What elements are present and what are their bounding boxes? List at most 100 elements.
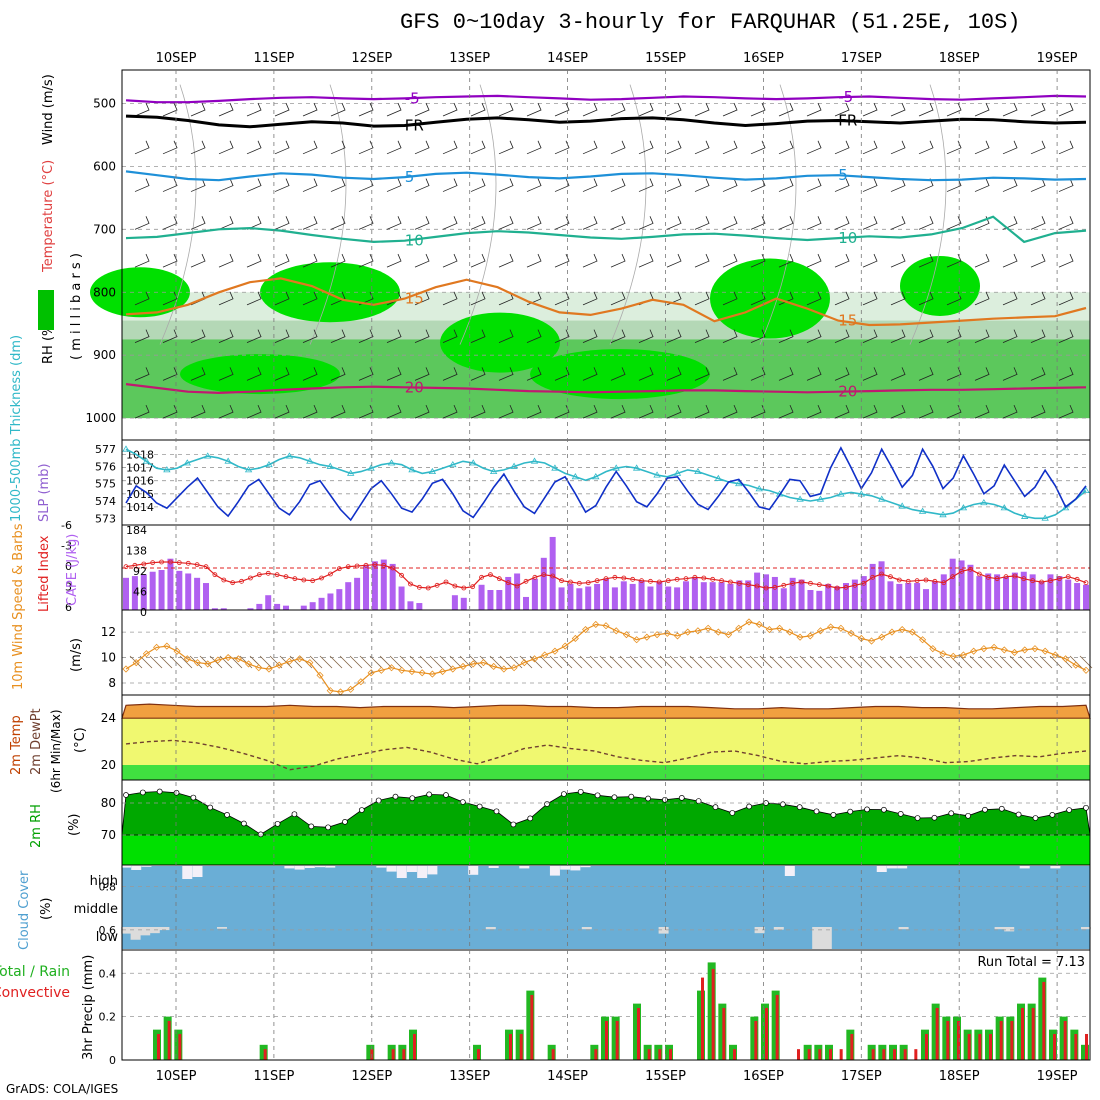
x-tick-label-top: 14SEP — [547, 51, 588, 66]
precip-convective-bar — [551, 1049, 555, 1060]
cape-bar — [1011, 572, 1018, 610]
thickness-marker — [673, 469, 682, 476]
cape-bar — [345, 582, 352, 610]
thickness-marker — [918, 507, 927, 514]
thickness-marker — [959, 504, 968, 511]
wind-barb — [302, 404, 318, 419]
thickness-marker — [408, 466, 416, 473]
wind-barb — [358, 216, 374, 230]
li-marker — [772, 584, 778, 590]
li-marker — [168, 559, 173, 565]
precip-convective-bar — [1021, 1007, 1024, 1060]
surface-wind-barb — [649, 655, 663, 669]
cape-bar — [763, 574, 769, 610]
wind-barb — [442, 329, 458, 343]
wind-barb — [778, 216, 794, 230]
wind-barb — [638, 216, 654, 230]
x-tick-label-bottom: 19SEP — [1037, 1069, 1078, 1084]
wind-barb — [582, 178, 598, 192]
wind-barb — [974, 329, 990, 343]
wind-speed-marker — [1082, 666, 1090, 674]
thickness-marker — [694, 467, 702, 475]
wind-speed-marker — [970, 647, 978, 655]
surface-wind-barb — [609, 655, 623, 669]
li-marker — [1039, 579, 1044, 585]
li-marker — [301, 577, 307, 583]
li-marker — [763, 585, 769, 591]
li-marker — [941, 580, 947, 586]
x-tick-label-top: 16SEP — [743, 51, 784, 66]
cape-bar — [691, 576, 698, 610]
wind-speed-marker — [592, 620, 600, 629]
temp-unit: (°C) — [73, 727, 88, 753]
wind-speed-marker — [571, 634, 579, 643]
li-marker — [399, 572, 404, 578]
cape-bar — [1029, 574, 1036, 610]
wind-barb — [918, 216, 934, 230]
cape-bar — [407, 601, 414, 610]
temp-tick: 20 — [101, 758, 116, 772]
thickness-marker — [265, 460, 273, 468]
wind-barb — [330, 329, 346, 343]
wind-barb — [1002, 329, 1018, 343]
cloud-low-bar — [581, 927, 592, 930]
rh-marker — [325, 824, 331, 831]
rh-marker — [392, 793, 399, 800]
rh-marker — [1083, 804, 1089, 811]
wind-barb — [1058, 329, 1074, 343]
wind-speed-marker — [633, 636, 641, 644]
li-marker — [701, 575, 707, 581]
wind-barb — [274, 367, 290, 381]
wind-barb — [890, 329, 906, 343]
wind-barb — [442, 404, 458, 419]
cloud-low-bar — [898, 927, 909, 930]
wind-barb — [750, 178, 766, 192]
wind-speed-marker — [214, 656, 222, 664]
wind-barb — [610, 102, 626, 117]
thickness-marker — [142, 457, 151, 464]
li-marker — [434, 582, 440, 588]
rh-marker — [611, 794, 618, 801]
precip-convective-bar — [658, 1049, 662, 1060]
wind-barb — [890, 102, 906, 117]
wind-barb — [946, 178, 962, 192]
wind-barb — [918, 140, 934, 155]
cape-bar — [478, 584, 485, 610]
surface-wind-barb — [589, 655, 603, 669]
li-marker — [443, 579, 449, 585]
wind-barb — [610, 367, 626, 381]
surface-wind-barb — [259, 655, 273, 669]
li-marker — [585, 580, 591, 586]
rh-marker — [476, 803, 483, 810]
cloud-high-bar — [427, 866, 438, 875]
li-marker — [879, 571, 884, 577]
cloud-high-bar — [182, 866, 193, 879]
li-marker — [816, 582, 822, 588]
wind-barb — [246, 329, 262, 343]
rh-marker — [139, 789, 146, 796]
cloud-low-bar — [485, 927, 496, 930]
wind-barb — [330, 253, 346, 268]
wind-barb — [302, 291, 318, 306]
thickness-marker — [510, 462, 518, 469]
wind-barb — [974, 253, 990, 268]
wind-barb — [470, 291, 486, 306]
cape-bar — [523, 596, 529, 610]
wind-barb — [806, 216, 822, 230]
wind-barb — [862, 404, 878, 419]
wind-barb — [554, 178, 570, 192]
li-marker — [719, 578, 724, 584]
surface-wind-barb — [709, 655, 723, 669]
wind-speed-marker — [500, 665, 508, 673]
isotherm-label: FR — [405, 116, 424, 134]
cloud-label: Cloud Cover — [17, 870, 32, 950]
precip-convective-bar — [733, 1049, 736, 1060]
precip-convective-bar — [1042, 981, 1046, 1060]
wind-speed-marker — [275, 661, 283, 669]
wind-barb — [918, 253, 934, 268]
wind-speed-marker — [724, 631, 733, 639]
wind-barb — [694, 216, 710, 230]
rh-90-patch — [180, 354, 340, 395]
surface-wind-barb — [279, 655, 293, 669]
thickness-marker — [837, 490, 845, 497]
